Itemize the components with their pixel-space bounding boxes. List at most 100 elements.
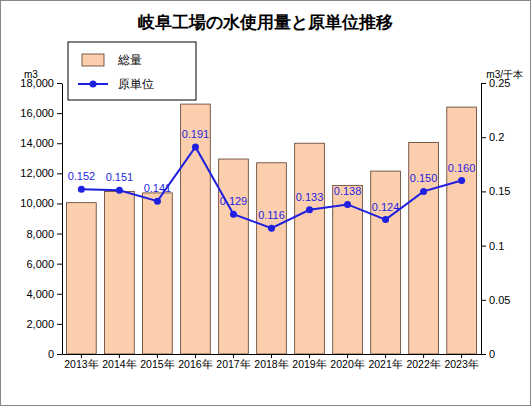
tick-label: 8,000 [26,228,54,240]
tick-mark [347,354,348,358]
tick: 2017年 [216,354,250,370]
line [81,147,461,228]
bar [447,107,477,354]
marker [230,211,237,218]
data-label: 0.138 [334,185,362,197]
tick-label: 0.15 [489,185,510,197]
tick: 2016年 [178,354,212,370]
marker [382,216,389,223]
x-axis: 2013年2014年2015年2016年2017年2018年2019年2020年… [63,354,482,370]
axis-line [62,84,63,355]
data-label: 0.152 [68,170,96,182]
tick: 0 [481,348,495,360]
tick: 12,000 [20,167,62,179]
data-label: 0.160 [448,162,476,174]
tick-label: 0 [48,348,54,360]
tick-label: 12,000 [20,167,54,179]
bar [333,185,363,354]
marker [154,198,161,205]
tick: 0.1 [481,240,504,252]
tick: 16,000 [20,107,62,119]
tick: 14,000 [20,137,62,149]
tick-label: 2021年 [368,358,402,370]
tick-mark [81,354,82,358]
marks [67,104,477,354]
bar [181,104,211,354]
data-label: 0.124 [372,201,400,213]
tick: 10,000 [20,197,62,209]
legend-item: 総量 [82,53,142,67]
tick-mark [195,354,196,358]
tick-label: 10,000 [20,197,54,209]
tick-label: 0.05 [489,294,510,306]
tick-mark [157,354,158,358]
tick: 6,000 [26,258,62,270]
tick-mark [57,264,62,265]
data-label: 0.191 [182,128,210,140]
tick-mark [57,203,62,204]
tick: 2022年 [406,354,440,370]
tick: 4,000 [26,288,62,300]
bar [67,203,97,354]
tick-label: 4,000 [26,288,54,300]
tick-label: 2,000 [26,318,54,330]
bar [257,163,287,354]
tick-mark [233,354,234,358]
bar [371,171,401,354]
tick: 0.05 [481,294,510,306]
bar [105,191,135,354]
legend-box [68,42,196,100]
marker [192,143,199,150]
data-label: 0.116 [258,209,285,221]
plot: 0.1520.1510.1410.1910.1290.1160.1330.138… [20,77,510,370]
axis-line [481,84,482,355]
legend-label: 原単位 [118,77,154,91]
tick-mark [271,354,272,358]
data-label: 0.150 [410,172,438,184]
tick-label: 2022年 [406,358,440,370]
tick-mark [57,294,62,295]
data-label: 0.151 [106,171,134,183]
tick: 2020年 [330,354,364,370]
bar [409,142,439,354]
data-label: 0.129 [220,195,248,207]
tick-mark [57,113,62,114]
bar-series [67,104,477,354]
tick-mark [481,191,486,192]
tick-mark [119,354,120,358]
tick-label: 2016年 [178,358,212,370]
marker [78,186,85,193]
tick-mark [57,143,62,144]
tick-mark [481,300,486,301]
tick-label: 6,000 [26,258,54,270]
tick-label: 0.2 [489,131,504,143]
tick: 2019年 [292,354,326,370]
tick-label: 2019年 [292,358,326,370]
tick: 2015年 [140,354,174,370]
tick: 8,000 [26,228,62,240]
legend: 総量原単位 [68,42,196,100]
tick: 2021年 [368,354,402,370]
tick-label: 2018年 [254,358,288,370]
tick-mark [57,83,62,84]
tick: 2018年 [254,354,288,370]
bar [295,143,325,354]
chart-title: 岐阜工場の水使用量と原単位推移 [138,13,393,32]
tick-label: 2015年 [140,358,174,370]
tick-label: 0.1 [489,240,504,252]
y2-axis-title: m3/千本 [486,69,523,80]
legend-swatch [82,54,104,66]
tick-mark [309,354,310,358]
data-labels: 0.1520.1510.1410.1910.1290.1160.1330.138… [68,128,476,221]
tick-label: 0 [489,348,495,360]
data-label: 0.133 [296,191,324,203]
y2-axis: 00.050.10.150.20.25 [481,77,510,360]
tick-mark [57,173,62,174]
tick-label: 16,000 [20,107,54,119]
tick-mark [481,354,486,355]
tick: 2023年 [444,354,478,370]
marker [458,177,465,184]
tick-mark [385,354,386,358]
tick: 2014年 [102,354,136,370]
bar [143,193,173,354]
